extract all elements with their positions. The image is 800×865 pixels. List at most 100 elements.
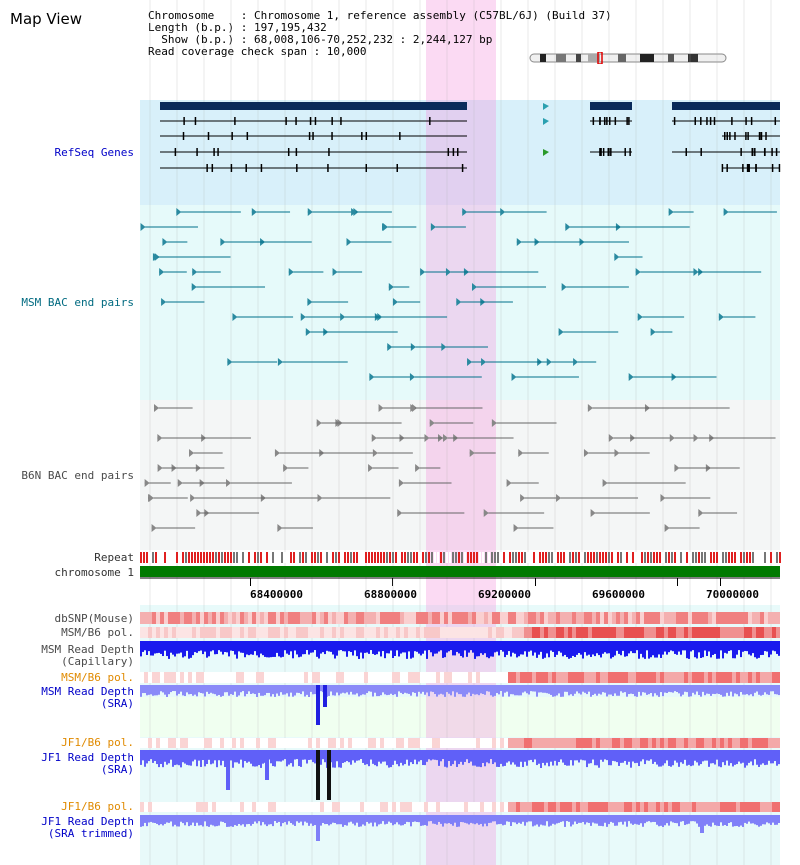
repeat-segment bbox=[188, 552, 190, 563]
depth-bar bbox=[578, 750, 580, 763]
depth-bar bbox=[218, 685, 220, 695]
depth-bar bbox=[580, 685, 582, 695]
track-label-jf1-pol[interactable]: JF1/B6 pol. bbox=[61, 736, 134, 749]
depth-bar bbox=[338, 815, 340, 825]
depth-bar bbox=[190, 641, 192, 658]
depth-bar bbox=[756, 641, 758, 659]
depth-bar bbox=[694, 750, 696, 761]
depth-bar bbox=[376, 750, 378, 767]
depth-bar bbox=[328, 641, 330, 652]
polymorphism-cell bbox=[620, 802, 624, 812]
depth-bar bbox=[256, 685, 258, 697]
depth-bar bbox=[704, 750, 706, 761]
depth-bar bbox=[596, 685, 598, 696]
polymorphism-cell bbox=[144, 802, 148, 812]
track-label-msm-depth-sra[interactable]: MSM Read Depth bbox=[41, 685, 134, 698]
polymorphism-cell bbox=[696, 612, 700, 624]
repeat-segment bbox=[530, 552, 532, 563]
repeat-segment bbox=[752, 552, 754, 563]
polymorphism-cell bbox=[428, 672, 432, 683]
depth-bar bbox=[354, 750, 356, 763]
msm-bac-end bbox=[140, 223, 146, 231]
gene-block bbox=[672, 102, 780, 110]
depth-bar bbox=[142, 815, 144, 827]
depth-bar bbox=[352, 750, 354, 761]
polymorphism-cell bbox=[644, 802, 648, 812]
depth-bar bbox=[430, 641, 432, 653]
polymorphism-cell bbox=[656, 627, 660, 638]
polymorphism-cell bbox=[392, 627, 396, 638]
depth-bar bbox=[404, 685, 406, 693]
polymorphism-cell bbox=[312, 738, 316, 748]
polymorphism-cell bbox=[592, 627, 596, 638]
depth-bar bbox=[512, 815, 514, 823]
depth-bar bbox=[210, 815, 212, 825]
depth-bar bbox=[346, 685, 348, 693]
polymorphism-cell bbox=[320, 738, 324, 748]
depth-bar bbox=[652, 750, 654, 764]
depth-bar bbox=[636, 815, 638, 825]
depth-bar bbox=[662, 750, 664, 766]
msm-bac-end bbox=[277, 358, 283, 366]
depth-bar bbox=[204, 641, 206, 652]
depth-bar bbox=[630, 815, 632, 824]
depth-bar bbox=[476, 685, 478, 695]
polymorphism-cell bbox=[340, 802, 344, 812]
polymorphism-cell bbox=[288, 672, 292, 683]
track-label-msm-pol[interactable]: MSM/B6 pol. bbox=[61, 626, 134, 639]
depth-bar bbox=[546, 750, 548, 763]
polymorphism-cell bbox=[660, 802, 664, 812]
depth-bar bbox=[148, 685, 150, 695]
polymorphism-cell bbox=[720, 612, 724, 624]
track-label-repeat[interactable]: Repeat bbox=[94, 551, 134, 564]
repeat-segment bbox=[272, 552, 274, 563]
track-label-msm-pol2[interactable]: MSM/B6 pol. bbox=[61, 671, 134, 684]
depth-bar bbox=[232, 750, 234, 768]
depth-bar bbox=[356, 750, 358, 761]
depth-bar bbox=[456, 815, 458, 827]
track-label-jf1-depth-sra[interactable]: JF1 Read Depth bbox=[41, 751, 134, 764]
depth-bar bbox=[388, 641, 390, 654]
depth-bar bbox=[448, 641, 450, 652]
track-label-msm-depth-cap[interactable]: MSM Read Depth bbox=[41, 643, 134, 656]
depth-bar bbox=[228, 641, 230, 657]
polymorphism-cell bbox=[200, 672, 204, 683]
polymorphism-cell bbox=[704, 612, 708, 624]
polymorphism-cell bbox=[640, 738, 644, 748]
polymorphism-cell bbox=[172, 738, 176, 748]
repeat-segment bbox=[632, 552, 634, 563]
depth-bar bbox=[476, 641, 478, 657]
chromosome-ideogram[interactable] bbox=[528, 52, 728, 64]
track-label-dbsnp[interactable]: dbSNP(Mouse) bbox=[54, 612, 134, 625]
track-label-jf1-pol2[interactable]: JF1/B6 pol. bbox=[61, 800, 134, 813]
repeat-segment bbox=[473, 552, 475, 563]
track-label-b6n-bac[interactable]: B6N BAC end pairs bbox=[21, 469, 134, 482]
depth-bar bbox=[542, 641, 544, 659]
b6n-bac-end bbox=[660, 494, 666, 502]
polymorphism-cell bbox=[768, 612, 772, 624]
depth-bar bbox=[148, 641, 150, 652]
track-label-msm-bac[interactable]: MSM BAC end pairs bbox=[21, 296, 134, 309]
depth-bar bbox=[466, 685, 468, 695]
track-label-refseq[interactable]: RefSeq Genes bbox=[54, 146, 134, 159]
depth-bar bbox=[406, 685, 408, 694]
depth-bar bbox=[250, 750, 252, 764]
polymorphism-cell bbox=[628, 612, 632, 624]
repeat-segment bbox=[329, 552, 331, 563]
depth-bar bbox=[276, 685, 278, 694]
polymorphism-cell bbox=[772, 802, 776, 812]
depth-bar bbox=[508, 750, 510, 762]
polymorphism-cell bbox=[428, 627, 432, 638]
depth-bar bbox=[472, 815, 474, 824]
polymorphism-cell bbox=[408, 802, 412, 812]
depth-bar bbox=[466, 750, 468, 760]
polymorphism-cell bbox=[300, 802, 304, 812]
track-label-jf1-depth-trim[interactable]: JF1 Read Depth bbox=[41, 815, 134, 828]
depth-bar bbox=[756, 750, 758, 765]
polymorphism-cell bbox=[616, 738, 620, 748]
b6n-bac-end bbox=[469, 449, 475, 457]
depth-bar bbox=[588, 641, 590, 655]
polymorphism-cell bbox=[144, 627, 148, 638]
depth-bar bbox=[414, 641, 416, 652]
